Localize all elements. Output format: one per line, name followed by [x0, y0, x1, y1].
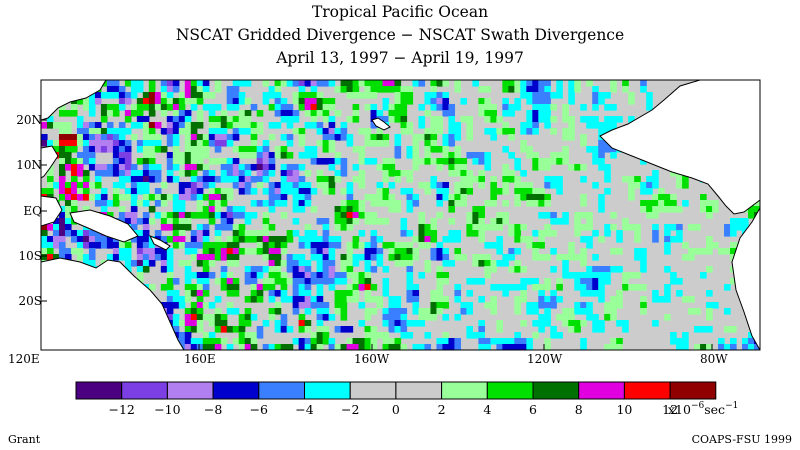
colorbar-swatch	[486, 381, 534, 400]
hawaii-islands	[371, 117, 391, 131]
lon-label-120e: 120E	[8, 352, 40, 366]
colorbar-tick-label: 6	[529, 402, 537, 417]
units-exponent-2: −1	[725, 401, 739, 411]
colorbar-tick-label: 8	[574, 402, 583, 417]
colorbar-tick-label: −8	[203, 402, 223, 417]
units-suffix: sec	[704, 402, 726, 418]
date-range: April 13, 1997 − April 19, 1997	[276, 49, 524, 67]
new-guinea-coast	[69, 209, 139, 243]
colorbar-swatch	[669, 381, 717, 400]
colorbar-tick-label: −4	[295, 402, 314, 417]
colorbar-tick-label: 10	[616, 402, 633, 417]
colorbar-tick-label: 12	[662, 402, 679, 417]
lat-label-eq: EQ	[23, 204, 42, 218]
axis-ticks	[40, 119, 713, 350]
institution-credit: COAPS-FSU 1999	[691, 433, 792, 446]
colorbar-swatch	[121, 381, 168, 400]
lon-label-160e: 160E	[184, 352, 216, 366]
map-frame	[40, 79, 761, 351]
colorbar-swatch	[441, 381, 488, 400]
colorbar-tick-label: −10	[154, 402, 181, 417]
colorbar-swatch	[532, 381, 580, 400]
lat-label-10s: 10S	[18, 249, 43, 263]
map-title: Tropical Pacific Ocean	[311, 3, 489, 21]
author-credit: Grant	[8, 433, 41, 446]
central-america-coast	[599, 80, 760, 215]
colorbar-tick-label: −6	[249, 402, 269, 417]
australia-coast	[41, 257, 185, 350]
colorbar-swatch	[75, 381, 123, 400]
colorbar-swatch	[304, 381, 351, 400]
colorbar-swatch	[166, 381, 214, 400]
colorbar-tick-label: −2	[340, 402, 360, 417]
landmass	[41, 80, 760, 350]
asia-coast	[41, 80, 107, 121]
colorbar-swatch	[578, 381, 625, 400]
lat-label-20n: 20N	[16, 113, 42, 127]
colorbar-swatch	[623, 381, 671, 400]
colorbar-tick-label: −12	[108, 402, 135, 417]
colorbar	[75, 381, 717, 400]
colorbar-tick-label: 0	[391, 402, 400, 417]
lon-label-80w: 80W	[700, 352, 728, 366]
units-exponent: −6	[690, 401, 705, 411]
units-prefix: x10	[668, 402, 691, 418]
south-america-coast	[731, 206, 760, 350]
borneo-coast	[41, 195, 63, 227]
lon-label-160w: 160W	[354, 352, 390, 366]
solomon-islands	[148, 235, 171, 251]
lat-label-20s: 20S	[18, 294, 43, 308]
philippines-coast	[41, 145, 59, 179]
colorbar-swatch	[258, 381, 305, 400]
colorbar-swatch	[395, 381, 443, 400]
colorbar-swatch	[349, 381, 397, 400]
map-subtitle: NSCAT Gridded Divergence − NSCAT Swath D…	[175, 26, 625, 44]
colorbar-swatch	[212, 381, 260, 400]
colorbar-tick-label: 2	[437, 402, 446, 417]
colorbar-units: x10−6sec−1	[668, 400, 738, 417]
lon-label-120w: 120W	[527, 352, 563, 366]
lat-label-10n: 10N	[16, 158, 42, 172]
colorbar-tick-label: 4	[483, 402, 492, 417]
